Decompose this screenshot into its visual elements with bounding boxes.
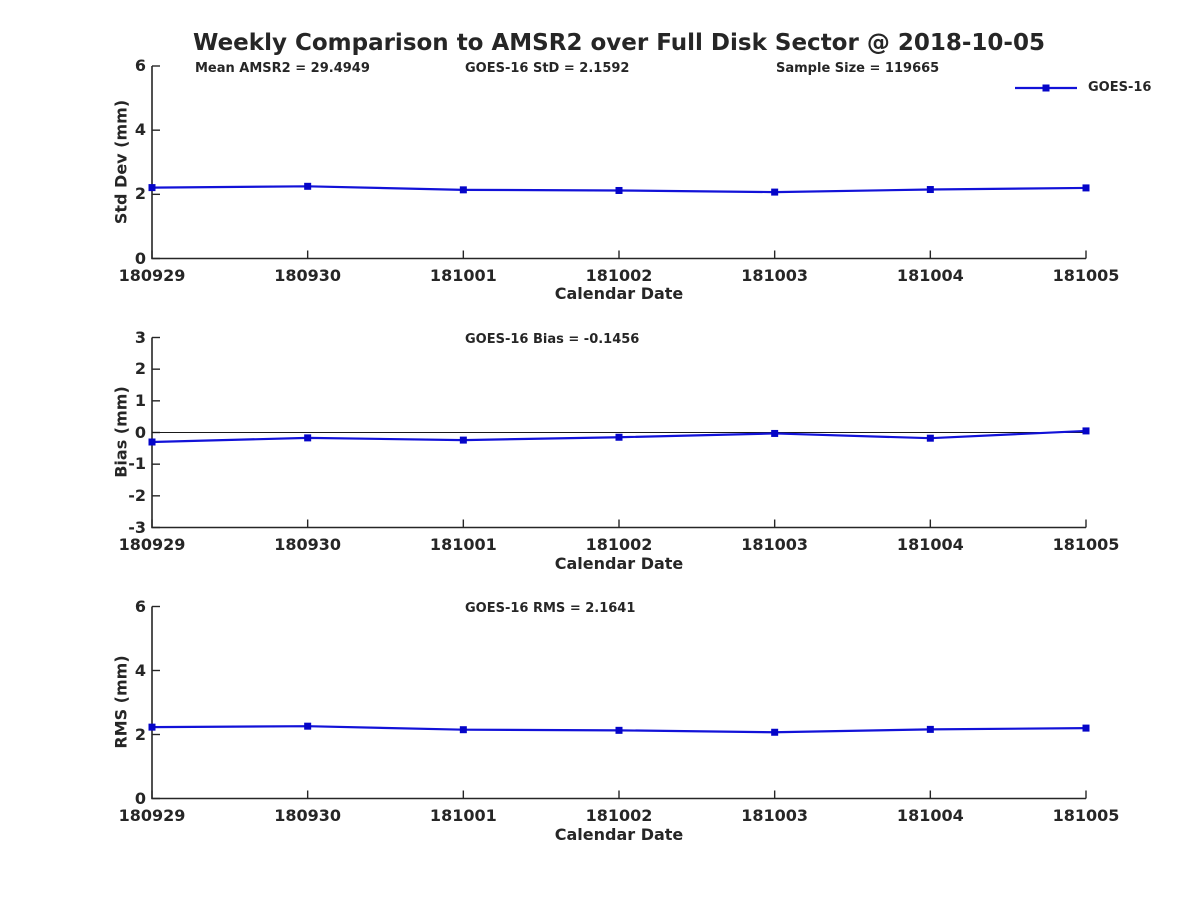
std-dev-data-point-marker <box>459 186 467 194</box>
bias-ytick-label: 1 <box>134 390 146 410</box>
std-dev-ytick-label: 0 <box>134 248 146 268</box>
bias-ytick-label: 2 <box>134 359 146 379</box>
rms-xtick-label: 181003 <box>741 805 809 825</box>
bias-annotation: GOES-16 Bias = -0.1456 <box>465 332 640 347</box>
std-dev-xtick-label: 181001 <box>429 265 497 285</box>
std-dev-xtick-label: 181004 <box>896 265 964 285</box>
bias-xtick-label: 181002 <box>585 534 653 554</box>
bias-ytick-label: -1 <box>128 454 146 474</box>
bias-data-point-marker <box>615 433 623 441</box>
xlabel-rms: Calendar Date <box>554 825 684 844</box>
bias-xtick-label: 181003 <box>741 534 809 554</box>
xlabel-stddev: Calendar Date <box>554 284 684 303</box>
bias-data-point-marker <box>148 438 156 446</box>
rms-ytick-label: 0 <box>134 788 146 808</box>
std-dev-xtick-label: 180929 <box>118 265 186 285</box>
ylabel-stddev: Std Dev (mm) <box>111 99 131 225</box>
std-dev-ytick-label: 4 <box>134 120 146 140</box>
rms-ytick-label: 4 <box>134 660 146 680</box>
rms-xtick-label: 181002 <box>585 805 653 825</box>
bias-ytick-label: 0 <box>134 422 146 442</box>
bias-data-point-marker <box>1082 427 1090 435</box>
rms-data-point-marker <box>1082 724 1090 732</box>
bias-data-point-marker <box>304 434 312 442</box>
legend: GOES-16 <box>1012 80 1151 96</box>
bias-ytick-label: -2 <box>128 485 146 505</box>
bias-data-point-marker <box>926 434 934 442</box>
xlabel-bias: Calendar Date <box>554 554 684 573</box>
std-dev-data-point-marker <box>771 188 779 196</box>
bias-ytick-label: -3 <box>128 517 146 537</box>
rms-xtick-label: 180930 <box>274 805 342 825</box>
bias-data-point-marker <box>459 436 467 444</box>
std-dev-xtick-label: 181005 <box>1052 265 1120 285</box>
rms-xtick-label: 181004 <box>896 805 964 825</box>
std-dev-ytick-label: 2 <box>134 184 146 204</box>
rms-xtick-label: 180929 <box>118 805 186 825</box>
bias-xtick-label: 181005 <box>1052 534 1120 554</box>
rms-data-point-marker <box>148 723 156 731</box>
rms-annotation: GOES-16 RMS = 2.1641 <box>465 601 636 616</box>
rms-ytick-label: 6 <box>134 596 146 616</box>
bias-ytick-label: 3 <box>134 327 146 347</box>
std-dev-annotation: GOES-16 StD = 2.1592 <box>465 61 630 76</box>
rms-data-point-marker <box>304 722 312 730</box>
rms-data-point-marker <box>926 725 934 733</box>
std-dev-annotation: Sample Size = 119665 <box>776 61 940 76</box>
legend-marker-icon <box>1015 84 1077 92</box>
rms-data-point-marker <box>459 726 467 734</box>
bias-xtick-label: 181001 <box>429 534 497 554</box>
std-dev-data-point-marker <box>615 186 623 194</box>
std-dev-annotation: Mean AMSR2 = 29.4949 <box>195 61 370 76</box>
rms-xtick-label: 181005 <box>1052 805 1120 825</box>
figure-title: Weekly Comparison to AMSR2 over Full Dis… <box>193 30 1045 56</box>
std-dev-xtick-label: 181002 <box>585 265 653 285</box>
std-dev-xtick-label: 181003 <box>741 265 809 285</box>
bias-xtick-label: 181004 <box>896 534 964 554</box>
bias-xtick-label: 180929 <box>118 534 186 554</box>
legend-series-label: GOES-16 <box>1088 80 1152 95</box>
std-dev-data-point-marker <box>304 182 312 190</box>
bias-data-point-marker <box>771 429 779 437</box>
rms-xtick-label: 181001 <box>429 805 497 825</box>
std-dev-xtick-label: 180930 <box>274 265 342 285</box>
std-dev-ytick-label: 6 <box>134 56 146 75</box>
rms-data-point-marker <box>615 726 623 734</box>
std-dev-data-point-marker <box>1082 184 1090 192</box>
rms-data-point-marker <box>771 728 779 736</box>
std-dev-data-point-marker <box>926 186 934 194</box>
std-dev-data-point-marker <box>148 184 156 192</box>
bias-xtick-label: 180930 <box>274 534 342 554</box>
rms-ytick-label: 2 <box>134 724 146 744</box>
